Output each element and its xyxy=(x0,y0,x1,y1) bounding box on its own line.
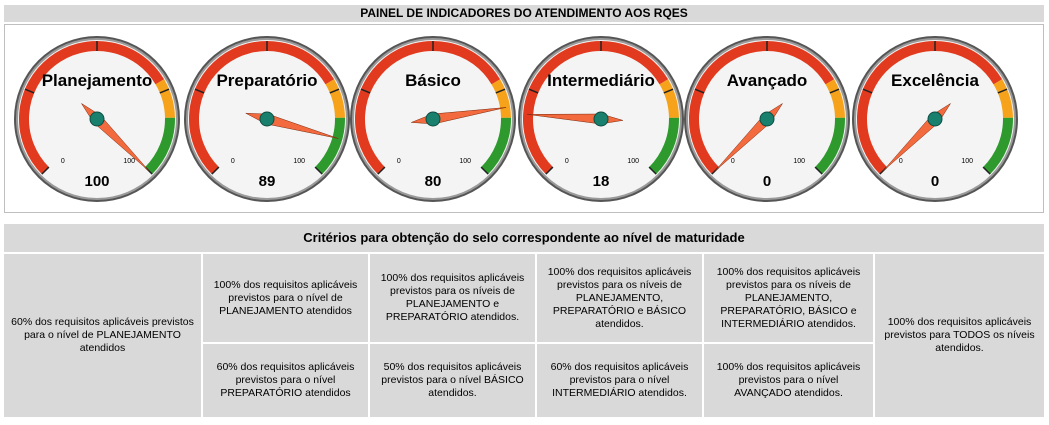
criteria-intermediario-top: 100% dos requisitos aplicáveis previstos… xyxy=(537,254,702,342)
gauge-tick xyxy=(41,166,50,175)
criteria-avancado-bottom: 100% dos requisitos aplicáveis previstos… xyxy=(704,344,873,417)
gauge-value: 0 xyxy=(931,173,939,190)
criteria-grid: 60% dos requisitos aplicáveis previstos … xyxy=(4,254,1044,417)
gauge-band-green xyxy=(982,117,1013,175)
criteria-basico-bottom: 50% dos requisitos aplicáveis previstos … xyxy=(370,344,535,417)
gauge-tick xyxy=(829,88,840,94)
gauge-tick xyxy=(997,88,1008,94)
criteria-preparatorio-bottom: 60% dos requisitos aplicáveis previstos … xyxy=(203,344,368,417)
gauges-panel: Planejamento 0 100 100 Preparatório 0 100 89 Bás… xyxy=(4,24,1044,213)
gauge-hub xyxy=(759,111,775,127)
gauge-band-red xyxy=(857,41,1003,175)
gauge-band-green xyxy=(314,117,345,175)
gauge-hub xyxy=(593,111,609,127)
gauge-tick xyxy=(314,166,323,175)
gauge-tick xyxy=(663,88,674,94)
gauge-band-green xyxy=(648,117,679,175)
gauge-band-orange xyxy=(659,79,679,119)
gauge-band-orange xyxy=(155,79,175,119)
gauge-tick xyxy=(194,88,205,94)
gauge-tick xyxy=(329,88,340,94)
gauge-label: Excelência xyxy=(891,71,979,90)
gauge-band-orange xyxy=(825,79,845,119)
gauge-tick xyxy=(360,88,371,94)
gauge-band-red xyxy=(19,41,165,175)
gauge-band-green xyxy=(144,117,175,175)
gauge-label: Preparatório xyxy=(216,71,317,90)
gauge-label: Intermediário xyxy=(547,71,655,90)
gauge-band-red xyxy=(355,41,501,175)
gauge-band-red xyxy=(189,41,335,175)
gauges-svg: Planejamento 0 100 100 Preparatório 0 100 89 Bás… xyxy=(14,36,1018,202)
gauge-tick xyxy=(814,166,823,175)
gauge-tick xyxy=(211,166,220,175)
criteria-avancado-top: 100% dos requisitos aplicáveis previstos… xyxy=(704,254,873,342)
gauge-tick xyxy=(24,88,35,94)
gauge: Preparatório 0 100 89 xyxy=(184,36,350,202)
gauge-tick xyxy=(495,88,506,94)
criteria-intermediario-bottom: 60% dos requisitos aplicáveis previstos … xyxy=(537,344,702,417)
gauge-band-green xyxy=(480,117,511,175)
gauge-band-orange xyxy=(325,79,345,119)
gauge-max-label: 100 xyxy=(961,158,973,165)
criteria-title: Critérios para obtenção do selo correspo… xyxy=(4,224,1044,252)
gauge: Avançado 0 100 0 xyxy=(684,36,850,202)
gauge-min-label: 0 xyxy=(231,158,235,165)
gauge-min-label: 0 xyxy=(397,158,401,165)
gauge-tick xyxy=(694,88,705,94)
gauge-value: 0 xyxy=(763,173,771,190)
gauge: Básico 0 100 80 xyxy=(350,36,516,202)
gauge-band-orange xyxy=(491,79,511,119)
gauge-min-label: 0 xyxy=(565,158,569,165)
gauge-value: 100 xyxy=(84,173,109,190)
gauge-tick xyxy=(982,166,991,175)
gauge-max-label: 100 xyxy=(627,158,639,165)
gauge-tick xyxy=(159,88,170,94)
gauge-hub xyxy=(927,111,943,127)
gauge-tick xyxy=(480,166,489,175)
gauge-max-label: 100 xyxy=(293,158,305,165)
criteria-excelencia: 100% dos requisitos aplicáveis previstos… xyxy=(875,254,1044,417)
gauge-label: Avançado xyxy=(727,71,808,90)
gauge-max-label: 100 xyxy=(793,158,805,165)
gauge-band-green xyxy=(814,117,845,175)
gauge-tick xyxy=(545,166,554,175)
gauge: Planejamento 0 100 100 xyxy=(14,36,180,202)
gauge-value: 89 xyxy=(259,173,276,190)
gauge-tick xyxy=(528,88,539,94)
gauge-max-label: 100 xyxy=(123,158,135,165)
criteria-preparatorio-top: 100% dos requisitos aplicáveis previstos… xyxy=(203,254,368,342)
gauge-min-label: 0 xyxy=(731,158,735,165)
gauge-hub xyxy=(259,111,275,127)
gauge: Intermediário 0 100 18 xyxy=(518,36,684,202)
gauge-label: Básico xyxy=(405,71,461,90)
gauge-band-red xyxy=(689,41,835,175)
gauge-tick xyxy=(648,166,657,175)
gauge-min-label: 0 xyxy=(61,158,65,165)
criteria-basico-top: 100% dos requisitos aplicáveis previstos… xyxy=(370,254,535,342)
gauge-tick xyxy=(377,166,386,175)
gauge-tick xyxy=(862,88,873,94)
gauge-value: 80 xyxy=(425,173,442,190)
gauge-band-red xyxy=(523,41,669,175)
gauge-min-label: 0 xyxy=(899,158,903,165)
gauge: Excelência 0 100 0 xyxy=(852,36,1018,202)
gauge-hub xyxy=(89,111,105,127)
dashboard-title: PAINEL DE INDICADORES DO ATENDIMENTO AOS… xyxy=(4,5,1044,22)
gauge-band-orange xyxy=(993,79,1013,119)
gauge-hub xyxy=(425,111,441,127)
gauge-label: Planejamento xyxy=(42,71,153,90)
gauge-value: 18 xyxy=(593,173,610,190)
gauge-max-label: 100 xyxy=(459,158,471,165)
criteria-planejamento: 60% dos requisitos aplicáveis previstos … xyxy=(4,254,201,417)
